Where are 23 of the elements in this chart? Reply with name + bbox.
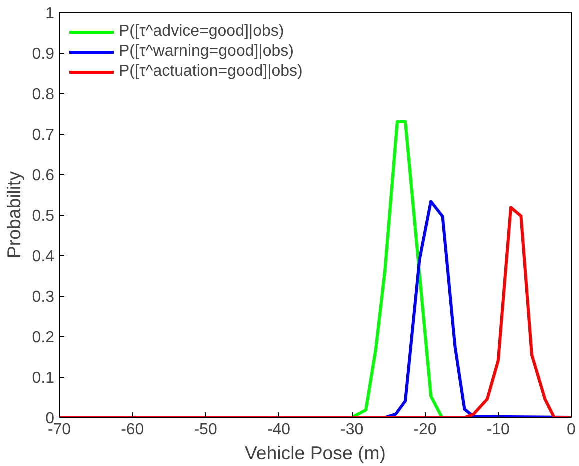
- y-tick-label: 0: [46, 410, 55, 428]
- legend-label: P([τ^actuation=good]|obs): [119, 63, 303, 81]
- y-axis-title: Probability: [3, 170, 24, 259]
- x-tick-label: -50: [194, 422, 218, 438]
- x-tick-label: -20: [414, 422, 437, 438]
- y-tick-label: 0.9: [32, 46, 55, 63]
- y-tick-label: 0.3: [32, 289, 55, 306]
- x-tick-label: -30: [340, 422, 364, 438]
- y-tick-label: 0.8: [32, 86, 55, 104]
- y-tick-label: 0.6: [32, 168, 55, 184]
- x-tick-label: 0: [567, 422, 576, 438]
- x-tick-label: -60: [121, 422, 144, 438]
- y-tick-label: 0.1: [32, 370, 55, 387]
- y-tick-label: 0.2: [32, 330, 55, 346]
- y-tick-label: 1: [46, 6, 55, 22]
- y-tick-label: 0.5: [32, 208, 55, 225]
- x-axis-title: Vehicle Pose (m): [244, 442, 386, 464]
- legend-label: P([τ^advice=good]|obs): [119, 23, 284, 41]
- x-tick-label: -10: [486, 422, 510, 438]
- x-tick-label: -40: [267, 422, 291, 438]
- legend-label: P([τ^warning=good]|obs): [119, 43, 294, 61]
- y-tick-label: 0.4: [32, 248, 55, 266]
- y-tick-label: 0.7: [32, 127, 55, 144]
